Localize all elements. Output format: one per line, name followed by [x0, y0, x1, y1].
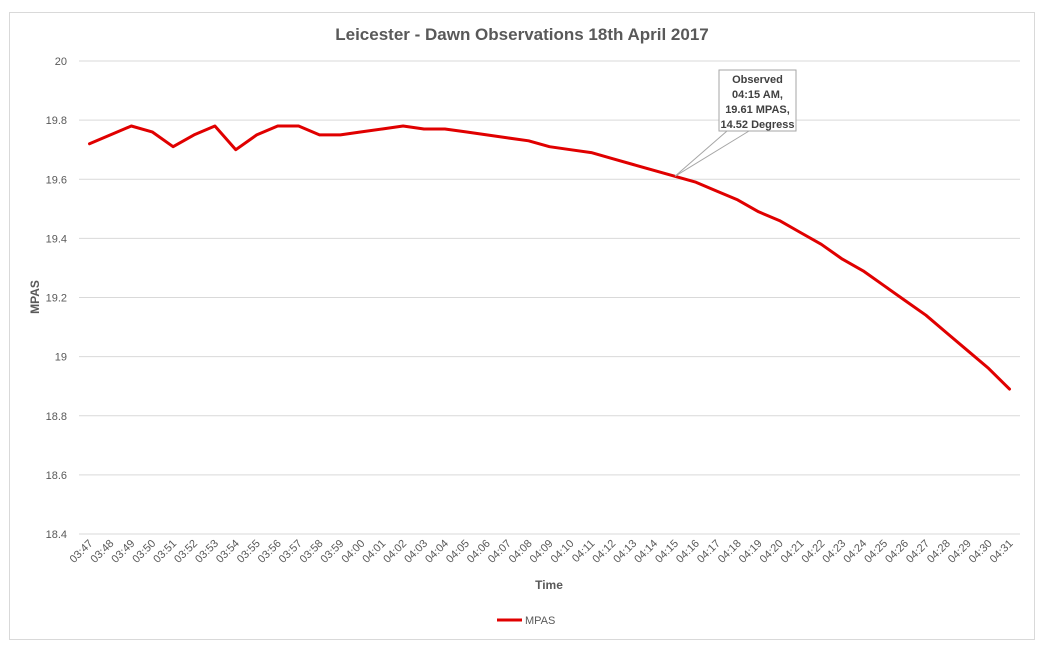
x-tick-label: 04:29 — [946, 538, 974, 566]
x-tick-label: 04:09 — [528, 538, 556, 566]
y-tick-label: 20 — [55, 56, 67, 68]
x-tick-label: 04:21 — [779, 538, 807, 566]
legend-label: MPAS — [525, 615, 555, 627]
x-tick-label: 04:04 — [423, 538, 451, 566]
x-tick-label: 04:12 — [590, 538, 618, 566]
y-tick-label: 19.4 — [46, 233, 67, 245]
x-tick-label: 04:03 — [402, 538, 430, 566]
x-tick-label: 04:10 — [549, 538, 577, 566]
x-tick-label: 03:48 — [89, 538, 117, 566]
y-axis-title: MPAS — [28, 280, 42, 314]
x-tick-label: 03:59 — [319, 538, 347, 566]
x-axis-title: Time — [535, 578, 563, 592]
series-line-mpas — [88, 124, 1011, 391]
callout-line: 04:15 AM, — [732, 89, 783, 101]
x-tick-label: 04:02 — [381, 538, 409, 566]
x-tick-label: 04:16 — [674, 538, 702, 566]
x-tick-label: 04:15 — [653, 538, 681, 566]
x-tick-label: 03:56 — [256, 538, 284, 566]
x-tick-label: 04:24 — [841, 538, 869, 566]
legend: MPAS — [497, 615, 555, 627]
callout-leader — [674, 130, 750, 177]
x-tick-label: 04:13 — [611, 538, 639, 566]
data-callout: Observed 04:15 AM, 19.61 MPAS, 14.52 Degres… — [674, 69, 797, 177]
x-tick-label: 04:25 — [862, 538, 890, 566]
x-tick-label: 04:30 — [967, 538, 995, 566]
x-tick-label: 03:53 — [193, 538, 221, 566]
x-tick-label: 03:47 — [68, 538, 96, 566]
x-tick-label: 04:27 — [904, 538, 932, 566]
y-tick-label: 18.4 — [46, 529, 67, 541]
y-tick-label: 19.2 — [46, 293, 67, 305]
x-tick-label: 04:06 — [465, 538, 493, 566]
chart-frame — [9, 12, 1035, 640]
x-tick-label: 04:14 — [632, 538, 660, 566]
callout-box — [718, 69, 797, 132]
x-tick-label: 03:49 — [109, 538, 137, 566]
callout-line: 19.61 MPAS, — [725, 104, 790, 116]
x-tick-label: 04:17 — [695, 538, 723, 566]
x-tick-label: 04:08 — [507, 538, 535, 566]
x-tick-label: 03:54 — [214, 538, 242, 566]
gridlines — [79, 60, 1020, 535]
x-tick-label: 03:50 — [130, 538, 158, 566]
y-tick-label: 18.6 — [46, 470, 67, 482]
x-tick-label: 04:19 — [737, 538, 765, 566]
x-axis-ticks: 03:4703:4803:4903:5003:5103:5203:5303:54… — [68, 538, 1016, 566]
x-tick-label: 04:18 — [716, 538, 744, 566]
x-tick-label: 04:26 — [883, 538, 911, 566]
x-tick-label: 03:55 — [235, 538, 263, 566]
x-tick-label: 03:51 — [151, 538, 179, 566]
chart-title: Leicester - Dawn Observations 18th April… — [335, 25, 709, 44]
y-tick-label: 19.6 — [46, 174, 67, 186]
callout-line: 14.52 Degress — [721, 119, 795, 131]
x-tick-label: 04:00 — [339, 538, 367, 566]
y-tick-label: 18.8 — [46, 411, 67, 423]
x-tick-label: 04:31 — [988, 538, 1016, 566]
y-tick-label: 19.8 — [46, 115, 67, 127]
x-tick-label: 04:07 — [486, 538, 514, 566]
x-tick-label: 03:57 — [277, 538, 305, 566]
callout-line: Observed — [732, 74, 783, 86]
y-axis-ticks: 18.4 18.6 18.8 19 19.2 19.4 19.6 19.8 20 — [46, 56, 67, 541]
x-tick-label: 03:58 — [298, 538, 326, 566]
x-tick-label: 04:28 — [925, 538, 953, 566]
x-tick-label: 04:23 — [820, 538, 848, 566]
x-tick-label: 03:52 — [172, 538, 200, 566]
x-tick-label: 04:05 — [444, 538, 472, 566]
y-tick-label: 19 — [55, 352, 67, 364]
x-tick-label: 04:22 — [800, 538, 828, 566]
x-tick-label: 04:20 — [758, 538, 786, 566]
x-tick-label: 04:01 — [360, 538, 388, 566]
series-layer — [88, 124, 1011, 391]
